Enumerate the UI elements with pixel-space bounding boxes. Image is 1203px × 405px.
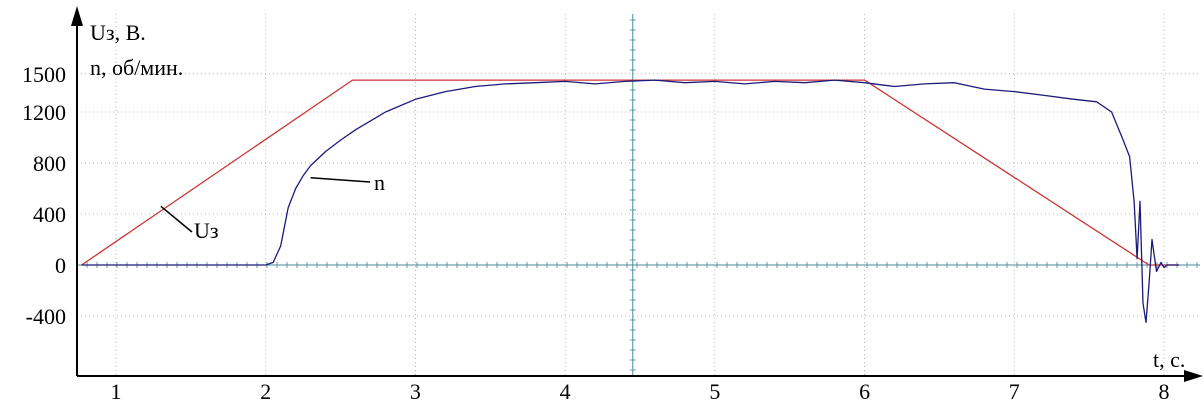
series-line-n <box>81 79 1179 324</box>
x-tick-label: 5 <box>709 379 720 404</box>
x-tick-label: 6 <box>859 379 870 404</box>
annotation-leader-u3 <box>160 205 193 233</box>
y-tick-label: 800 <box>33 151 66 176</box>
y-axis-label: Uз, В. <box>90 20 146 45</box>
x-axis-arrow-icon <box>1184 370 1203 382</box>
crosshair <box>76 14 1200 376</box>
y-tick-label: -400 <box>26 304 66 329</box>
y-tick-label: 0 <box>55 253 66 278</box>
annotation-leader-n <box>310 177 371 183</box>
grid <box>77 14 1200 376</box>
x-axis-label: t, с. <box>1153 347 1185 372</box>
series-line-u3 <box>81 79 1179 266</box>
axes <box>71 6 1203 382</box>
y-tick-label: 1500 <box>22 62 66 87</box>
y-axis-label: n, об/мин. <box>90 55 183 80</box>
x-tick-label: 8 <box>1159 379 1170 404</box>
x-tick-label: 1 <box>111 379 122 404</box>
y-tick-label: 1200 <box>22 100 66 125</box>
x-tick-label: 7 <box>1009 379 1020 404</box>
y-tick-label: 400 <box>33 202 66 227</box>
annotation-u3: Uз <box>194 218 219 243</box>
x-tick-label: 3 <box>410 379 421 404</box>
annotation-n: n <box>374 170 385 195</box>
x-tick-label: 4 <box>560 379 571 404</box>
x-tick-label: 2 <box>260 379 271 404</box>
y-axis-arrow-icon <box>71 6 83 26</box>
